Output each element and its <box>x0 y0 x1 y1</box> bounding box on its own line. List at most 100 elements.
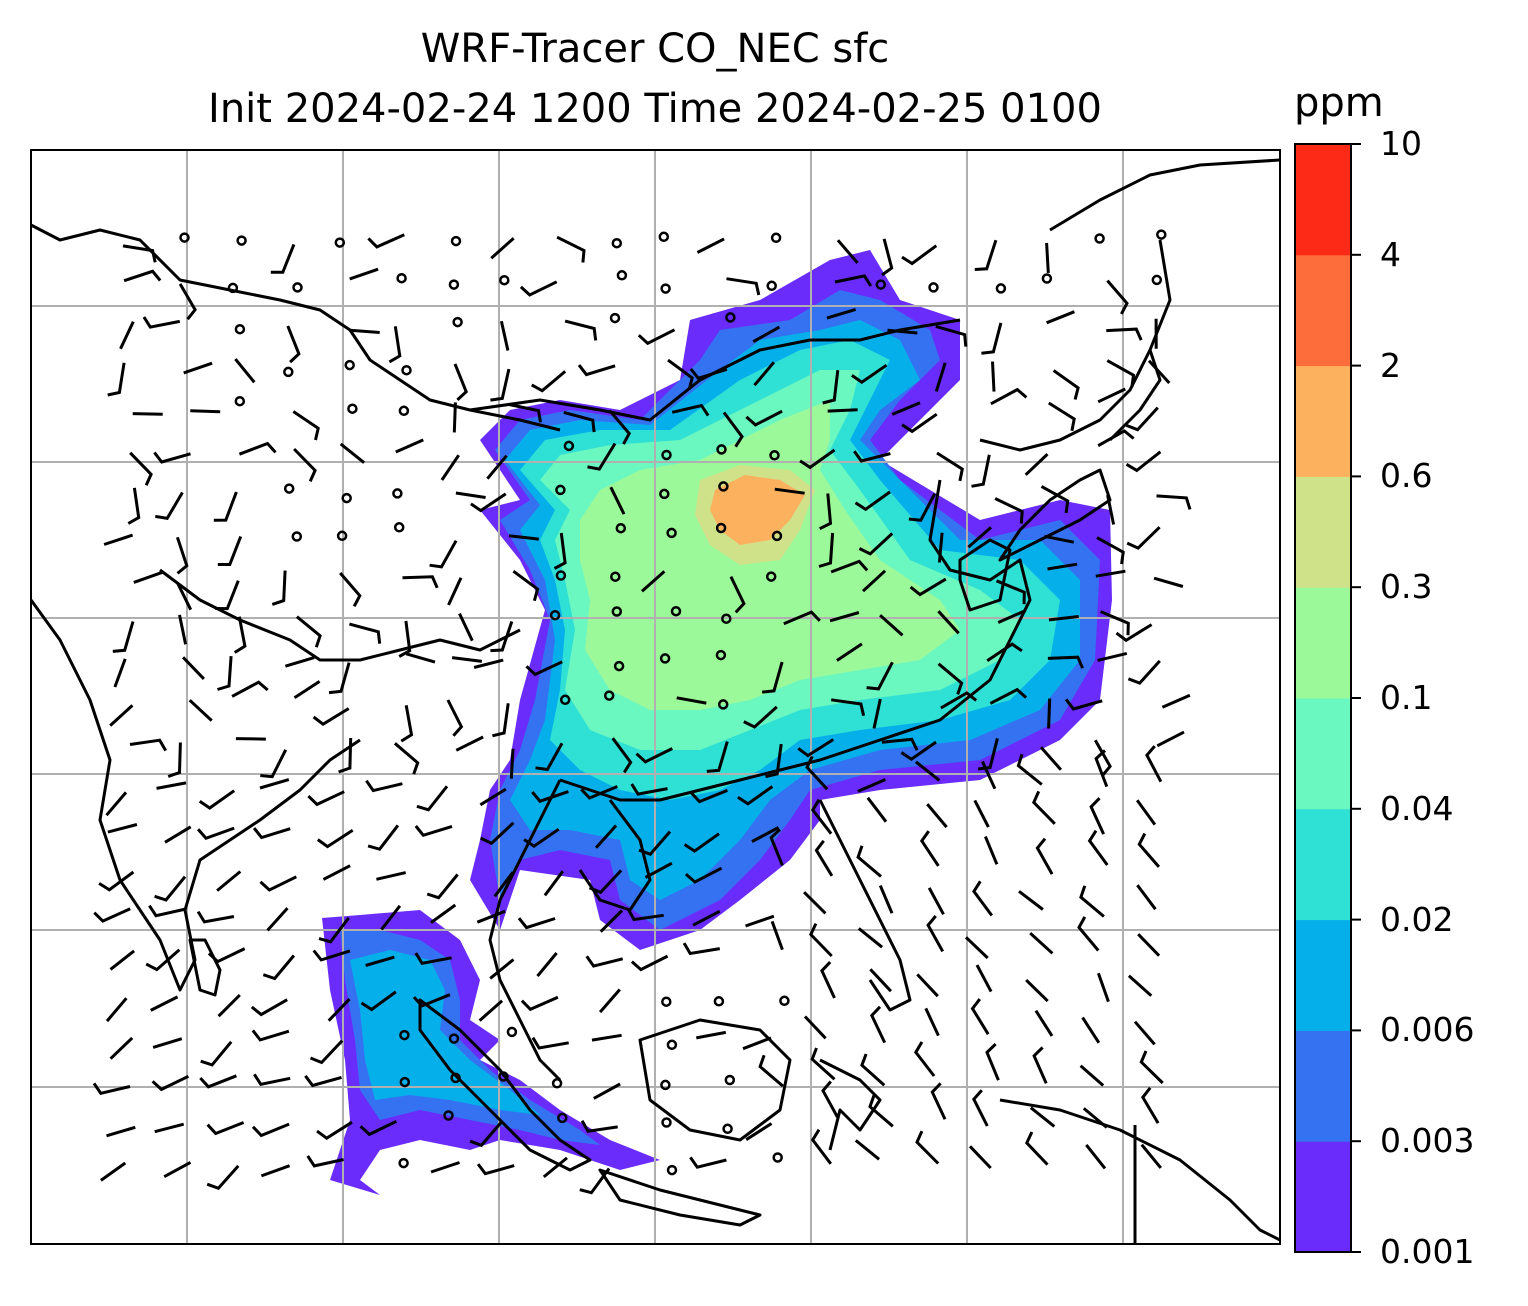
wind-barb <box>380 904 402 931</box>
wind-barb <box>820 961 836 999</box>
wind-barb <box>349 328 380 334</box>
chart-title-line1: WRF-Tracer CO_NEC sfc <box>420 26 890 72</box>
wind-barb <box>512 569 540 602</box>
wind-barb <box>365 779 403 793</box>
wind-barb <box>830 698 866 717</box>
wind-barb <box>103 533 134 546</box>
wind-barb <box>936 451 964 482</box>
wind-barb <box>891 401 921 416</box>
wind-barb <box>985 1043 1000 1081</box>
wind-barb <box>1115 623 1153 643</box>
wind-barb <box>908 493 937 522</box>
wind-barb <box>349 267 379 281</box>
wind-barb <box>452 402 457 433</box>
calm-wind-marker <box>393 522 405 533</box>
wind-barb <box>486 454 508 480</box>
wind-barb <box>542 1156 568 1179</box>
wind-barb <box>430 903 457 924</box>
wind-barb <box>990 387 1028 406</box>
colorbar-tick-label: 0.001 <box>1380 1232 1475 1271</box>
wind-barb <box>851 363 888 385</box>
calm-wind-marker <box>770 232 782 244</box>
wind-barb <box>991 361 996 392</box>
wind-barb <box>150 995 179 1012</box>
wind-barb <box>122 244 157 263</box>
wind-barb <box>328 662 351 695</box>
wind-barb <box>887 328 918 335</box>
wind-barb <box>901 412 938 434</box>
calm-wind-marker <box>498 1071 509 1082</box>
calm-wind-marker <box>613 660 625 672</box>
calm-wind-marker <box>603 690 615 701</box>
wind-barb <box>479 787 507 807</box>
wind-barb <box>753 361 776 387</box>
wind-barb <box>858 532 894 556</box>
wind-barb <box>866 661 894 691</box>
wind-barb <box>690 789 728 804</box>
wind-barb <box>196 826 235 841</box>
wind-barb <box>127 487 141 525</box>
wind-barb <box>167 742 182 778</box>
calm-wind-marker <box>715 522 727 534</box>
wind-barb <box>563 410 596 433</box>
wind-barb <box>309 1039 344 1065</box>
wind-barb <box>451 656 483 663</box>
calm-wind-marker <box>341 492 352 504</box>
wind-barb <box>916 973 939 998</box>
calm-wind-marker <box>660 283 671 294</box>
wind-barb <box>937 662 964 695</box>
calm-wind-marker <box>1151 274 1163 286</box>
colorbar-segment <box>1295 144 1351 256</box>
wind-barb <box>926 915 945 953</box>
wind-barb <box>854 1139 881 1161</box>
wind-barb <box>216 870 242 892</box>
wind-barb <box>588 869 623 895</box>
wind-barb <box>856 845 882 878</box>
calm-wind-marker <box>347 403 358 414</box>
wind-barb <box>266 907 289 932</box>
wind-barb <box>469 1121 503 1148</box>
wind-barb <box>1095 569 1126 578</box>
wind-barb <box>900 740 937 762</box>
calm-wind-marker <box>555 484 566 496</box>
wind-barb <box>316 1120 353 1141</box>
wind-barb <box>523 827 560 849</box>
colorbar-tick-label: 0.3 <box>1380 567 1433 607</box>
wind-barb <box>726 277 761 296</box>
wind-barb <box>163 1161 192 1179</box>
colorbar-segment <box>1295 808 1351 921</box>
wind-barb <box>981 322 1003 355</box>
wind-barb <box>927 887 945 916</box>
colorbar-tick-label: 0.6 <box>1380 456 1433 496</box>
calm-wind-marker <box>450 1072 461 1084</box>
calm-wind-marker <box>928 282 939 293</box>
calm-wind-marker <box>399 1029 410 1041</box>
wind-barb <box>531 1036 569 1050</box>
wind-barb <box>758 1054 784 1088</box>
wind-barb <box>520 995 559 1012</box>
wind-barb <box>935 324 968 347</box>
wind-barb <box>577 364 616 377</box>
wind-barb <box>206 1121 245 1136</box>
wind-barb <box>1034 1009 1054 1037</box>
calm-wind-marker <box>615 522 627 534</box>
wind-barb <box>869 968 892 993</box>
calm-wind-marker <box>336 530 348 542</box>
wind-barb <box>492 703 510 738</box>
colorbar-tick-label: 2 <box>1380 345 1401 385</box>
wind-barb <box>937 610 960 635</box>
wind-barb <box>133 570 163 584</box>
wind-barb <box>447 577 463 606</box>
wind-barb <box>937 532 944 563</box>
wind-barb <box>909 577 947 597</box>
calm-wind-marker <box>499 274 510 286</box>
wind-barb <box>1106 494 1116 525</box>
wind-barb <box>509 748 515 779</box>
wind-barb <box>535 742 564 772</box>
wind-barb <box>872 698 882 729</box>
calm-wind-marker <box>771 530 783 542</box>
wind-barb <box>1045 242 1050 273</box>
calm-wind-marker <box>609 312 621 324</box>
calm-wind-marker <box>292 282 303 293</box>
wind-barb <box>1046 310 1075 325</box>
